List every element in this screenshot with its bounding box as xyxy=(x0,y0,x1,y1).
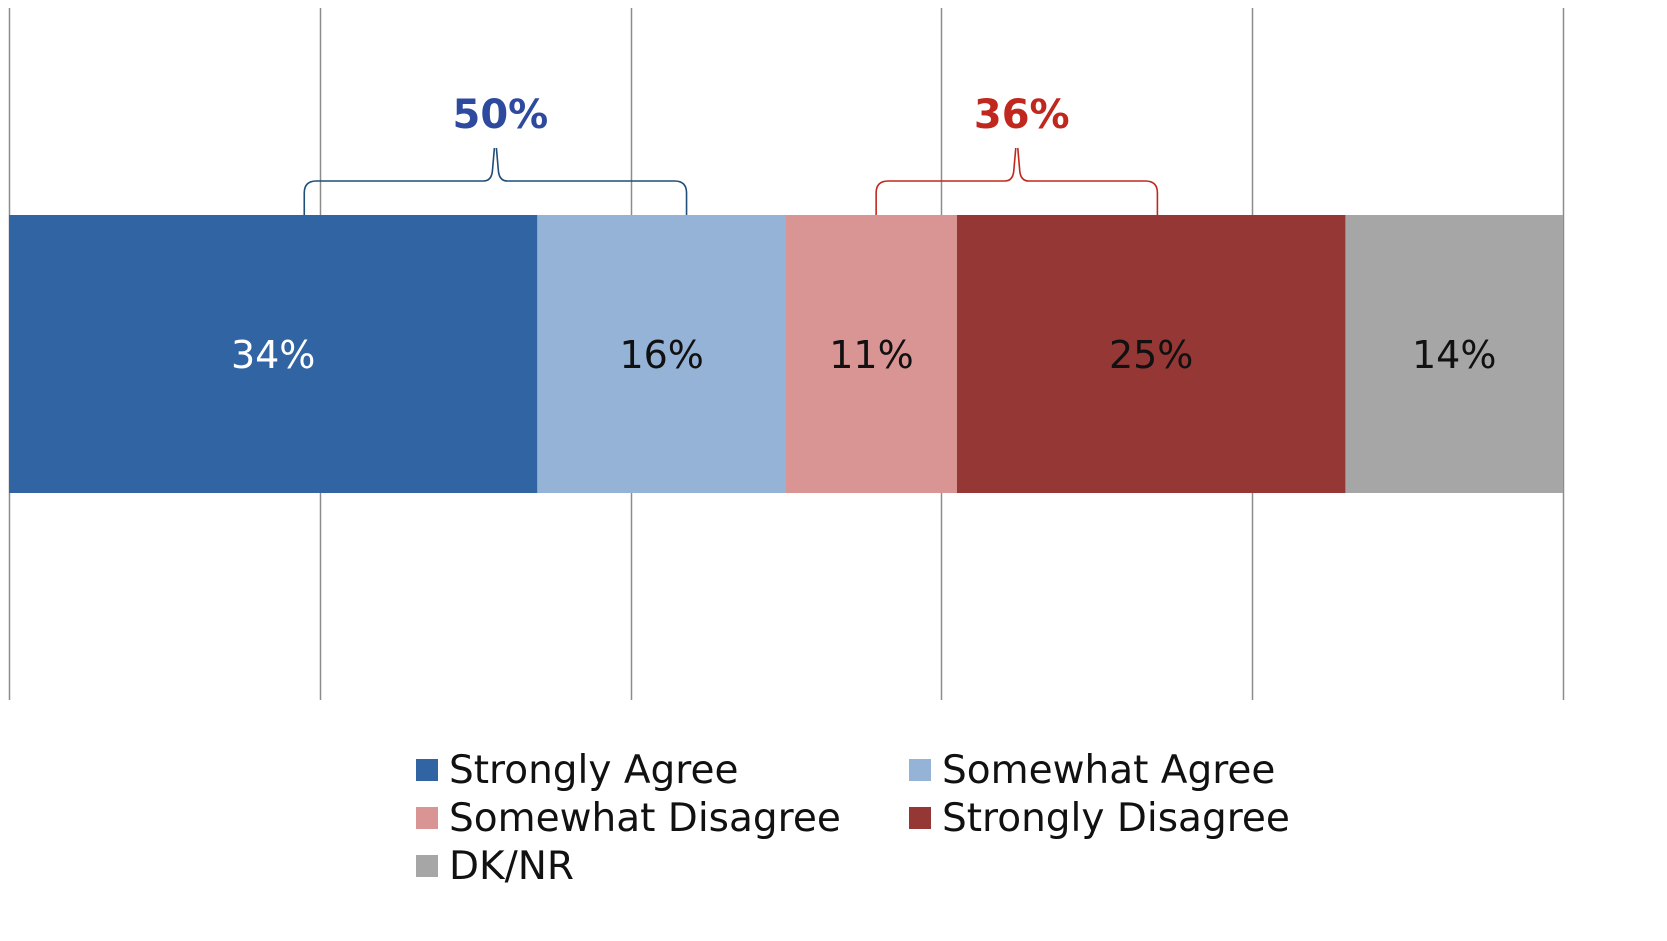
data-label: 11% xyxy=(829,333,913,377)
data-label: 25% xyxy=(1109,333,1193,377)
bracket-total-label: 36% xyxy=(974,92,1070,138)
group-brackets: 50% 36% xyxy=(304,92,1157,215)
data-label: 14% xyxy=(1412,333,1496,377)
data-label: 16% xyxy=(619,333,703,377)
data-label: 34% xyxy=(231,333,315,377)
bracket xyxy=(304,148,686,215)
bracket-total-label: 50% xyxy=(453,92,549,138)
bracket xyxy=(876,148,1157,215)
